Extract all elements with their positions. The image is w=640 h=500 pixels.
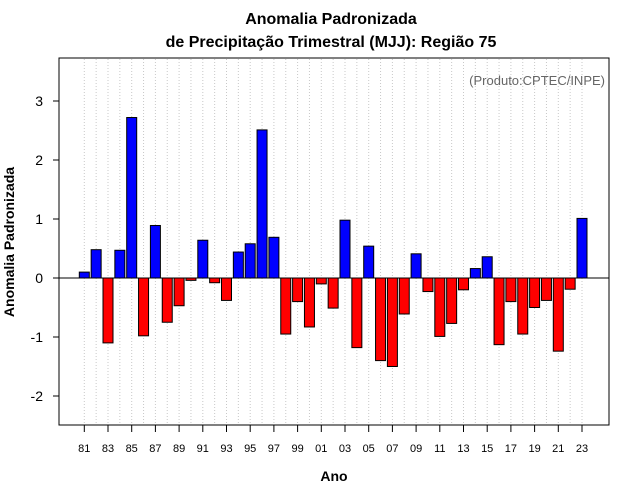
bar-1994 [232,251,244,279]
x-tick-label: 09 [410,443,422,455]
y-tick-label: -2 [31,388,44,404]
x-tick-label: 19 [528,443,540,455]
bar-2010 [422,277,434,293]
x-tick-label: 97 [268,443,280,455]
bar-2020 [540,277,552,301]
bar-2013 [458,277,469,291]
bar-1996 [256,129,268,279]
x-tick-label: 13 [457,443,469,455]
x-tick-label: 95 [244,443,256,455]
x-tick-label: 01 [315,443,327,455]
bar-2008 [398,277,410,315]
x-tick-label: 89 [173,443,185,455]
credit-label: (Produto:CPTEC/INPE) [469,73,605,88]
x-tick-label: 87 [149,443,161,455]
bar-1998 [280,277,292,335]
bar-1985 [126,117,138,279]
y-axis: -2 -1 0 1 2 3 [31,93,59,404]
bar-2018 [517,277,529,335]
x-tick-label: 11 [434,443,445,455]
bar-2022 [564,277,576,290]
y-tick-label: -1 [31,329,44,345]
bar-2012 [446,277,458,324]
plot-frame [58,57,610,426]
y-tick-label: 0 [35,270,43,286]
bar-2017 [505,277,517,303]
x-tick-label: 05 [363,443,375,455]
bar-1999 [292,277,304,303]
bar-1992 [209,277,221,284]
bar-1990 [185,277,197,281]
bar-2005 [363,245,375,279]
bar-2009 [410,253,422,279]
bar-2015 [481,256,493,279]
x-tick-label: 91 [197,443,209,455]
chart-title: Anomalia Padronizada [245,11,417,28]
bar-1988 [161,277,173,323]
bar-1989 [173,277,185,307]
bar-2016 [493,277,505,346]
x-axis-title: Ano [320,468,347,484]
bar-1982 [90,249,102,279]
bar-1993 [221,277,232,301]
bar-1983 [102,277,114,344]
x-tick-label: 93 [220,443,232,455]
bar-1991 [197,239,209,279]
x-tick-label: 15 [481,443,493,455]
bar-2014 [469,268,481,279]
x-tick-label: 81 [78,443,90,455]
y-axis-title: Anomalia Padronizada [1,167,17,317]
bar-2006 [375,277,387,362]
chart-subtitle: de Precipitação Trimestral (MJJ): Região… [166,34,497,51]
bar-2007 [386,277,398,367]
bar-2023 [576,217,588,279]
x-tick-label: 99 [291,443,303,455]
grid-lines [83,59,583,424]
x-tick-label: 23 [576,443,588,455]
bar-2003 [339,219,351,279]
y-tick-label: 3 [35,93,43,109]
x-tick-label: 83 [102,443,114,455]
bar-1995 [244,243,256,279]
bar-1986 [138,277,150,337]
x-tick-label: 17 [505,443,517,455]
bars [78,117,588,367]
y-tick-label: 2 [35,152,43,168]
y-tick-label: 1 [35,211,43,227]
x-tick-label: 85 [126,443,138,455]
bar-2004 [351,277,363,349]
x-axis: 81 83 85 87 89 91 93 95 97 99 01 03 05 07 09 11 13 15 17 19… [78,425,588,455]
bar-1981 [78,271,90,279]
bar-2021 [552,277,564,352]
bar-1997 [268,236,280,279]
bar-2000 [303,277,315,328]
bar-2002 [327,277,339,309]
bar-2001 [315,277,327,285]
x-tick-label: 21 [552,443,564,455]
x-tick-label: 03 [339,443,351,455]
bar-2011 [434,277,446,337]
bar-2019 [529,277,541,308]
bar-1987 [149,224,161,279]
x-tick-label: 07 [386,443,398,455]
bar-1984 [114,249,126,279]
